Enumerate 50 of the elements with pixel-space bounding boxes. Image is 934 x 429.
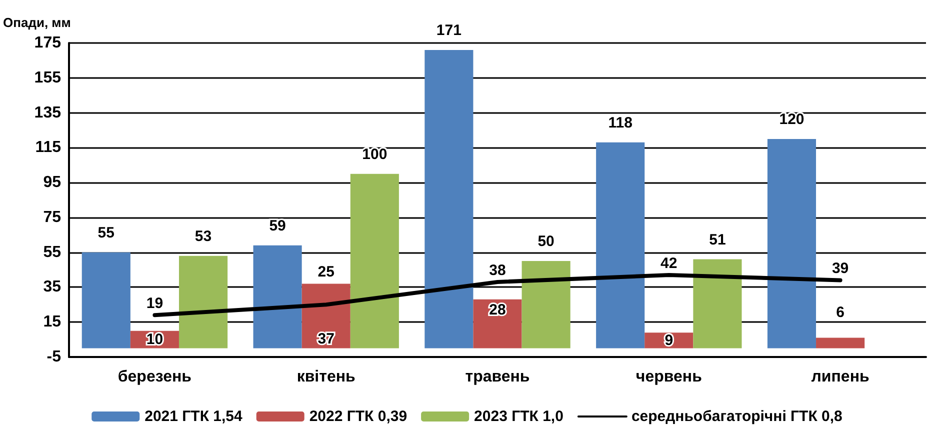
bar [253, 245, 302, 348]
y-tick-label: 95 [43, 174, 62, 192]
data-label: 42 [660, 255, 678, 272]
data-label: 10 [146, 331, 164, 348]
y-tick-label: -5 [46, 348, 62, 366]
data-label: 53 [194, 228, 212, 245]
data-label: 171 [436, 22, 462, 39]
data-label: 39 [832, 260, 849, 278]
data-label: 38 [489, 262, 506, 279]
data-label: 50 [538, 233, 554, 250]
data-label: 51 [709, 231, 726, 248]
bar [522, 261, 570, 348]
bar [816, 338, 865, 348]
data-label: 25 [318, 264, 334, 281]
data-label: 118 [608, 114, 632, 132]
data-label: 59 [269, 217, 286, 234]
data-label: 37 [318, 330, 334, 348]
bar [424, 50, 474, 348]
y-tick-label: 175 [34, 34, 62, 52]
bar [82, 252, 130, 348]
legend-label: середньобагаторічні ГТК 0,8 [631, 408, 842, 425]
y-tick-label: 75 [43, 208, 62, 226]
y-tick-label: 55 [43, 244, 62, 261]
x-tick-label: квітень [296, 368, 356, 386]
data-label: 120 [779, 110, 804, 128]
y-tick-label: 115 [35, 139, 62, 156]
legend-label: 2021 ГТК 1,54 [144, 408, 243, 425]
data-label: 6 [836, 304, 844, 322]
x-tick-label: березень [118, 368, 192, 386]
legend-label: 2022 ГТК 0,39 [309, 408, 408, 425]
data-label: 19 [146, 295, 164, 312]
bar [767, 138, 816, 348]
data-label: 100 [362, 146, 388, 163]
x-tick-label: травень [465, 368, 530, 386]
data-label: 55 [98, 224, 114, 242]
data-label: 28 [489, 301, 506, 318]
x-tick-label: червень [636, 368, 702, 386]
y-tick-label: 155 [34, 69, 62, 86]
y-tick-label: 135 [34, 104, 62, 122]
y-axis-title: Опади, мм [3, 15, 71, 30]
x-tick-label: липень [811, 368, 870, 386]
bar [473, 299, 522, 348]
data-label: 9 [664, 332, 674, 349]
bar [350, 174, 399, 348]
y-tick-label: 35 [43, 278, 62, 296]
bar [693, 259, 742, 348]
legend-label: 2023 ГТК 1,0 [474, 408, 564, 425]
bar [596, 142, 645, 348]
bar [178, 256, 228, 348]
y-tick-label: 15 [43, 314, 62, 331]
